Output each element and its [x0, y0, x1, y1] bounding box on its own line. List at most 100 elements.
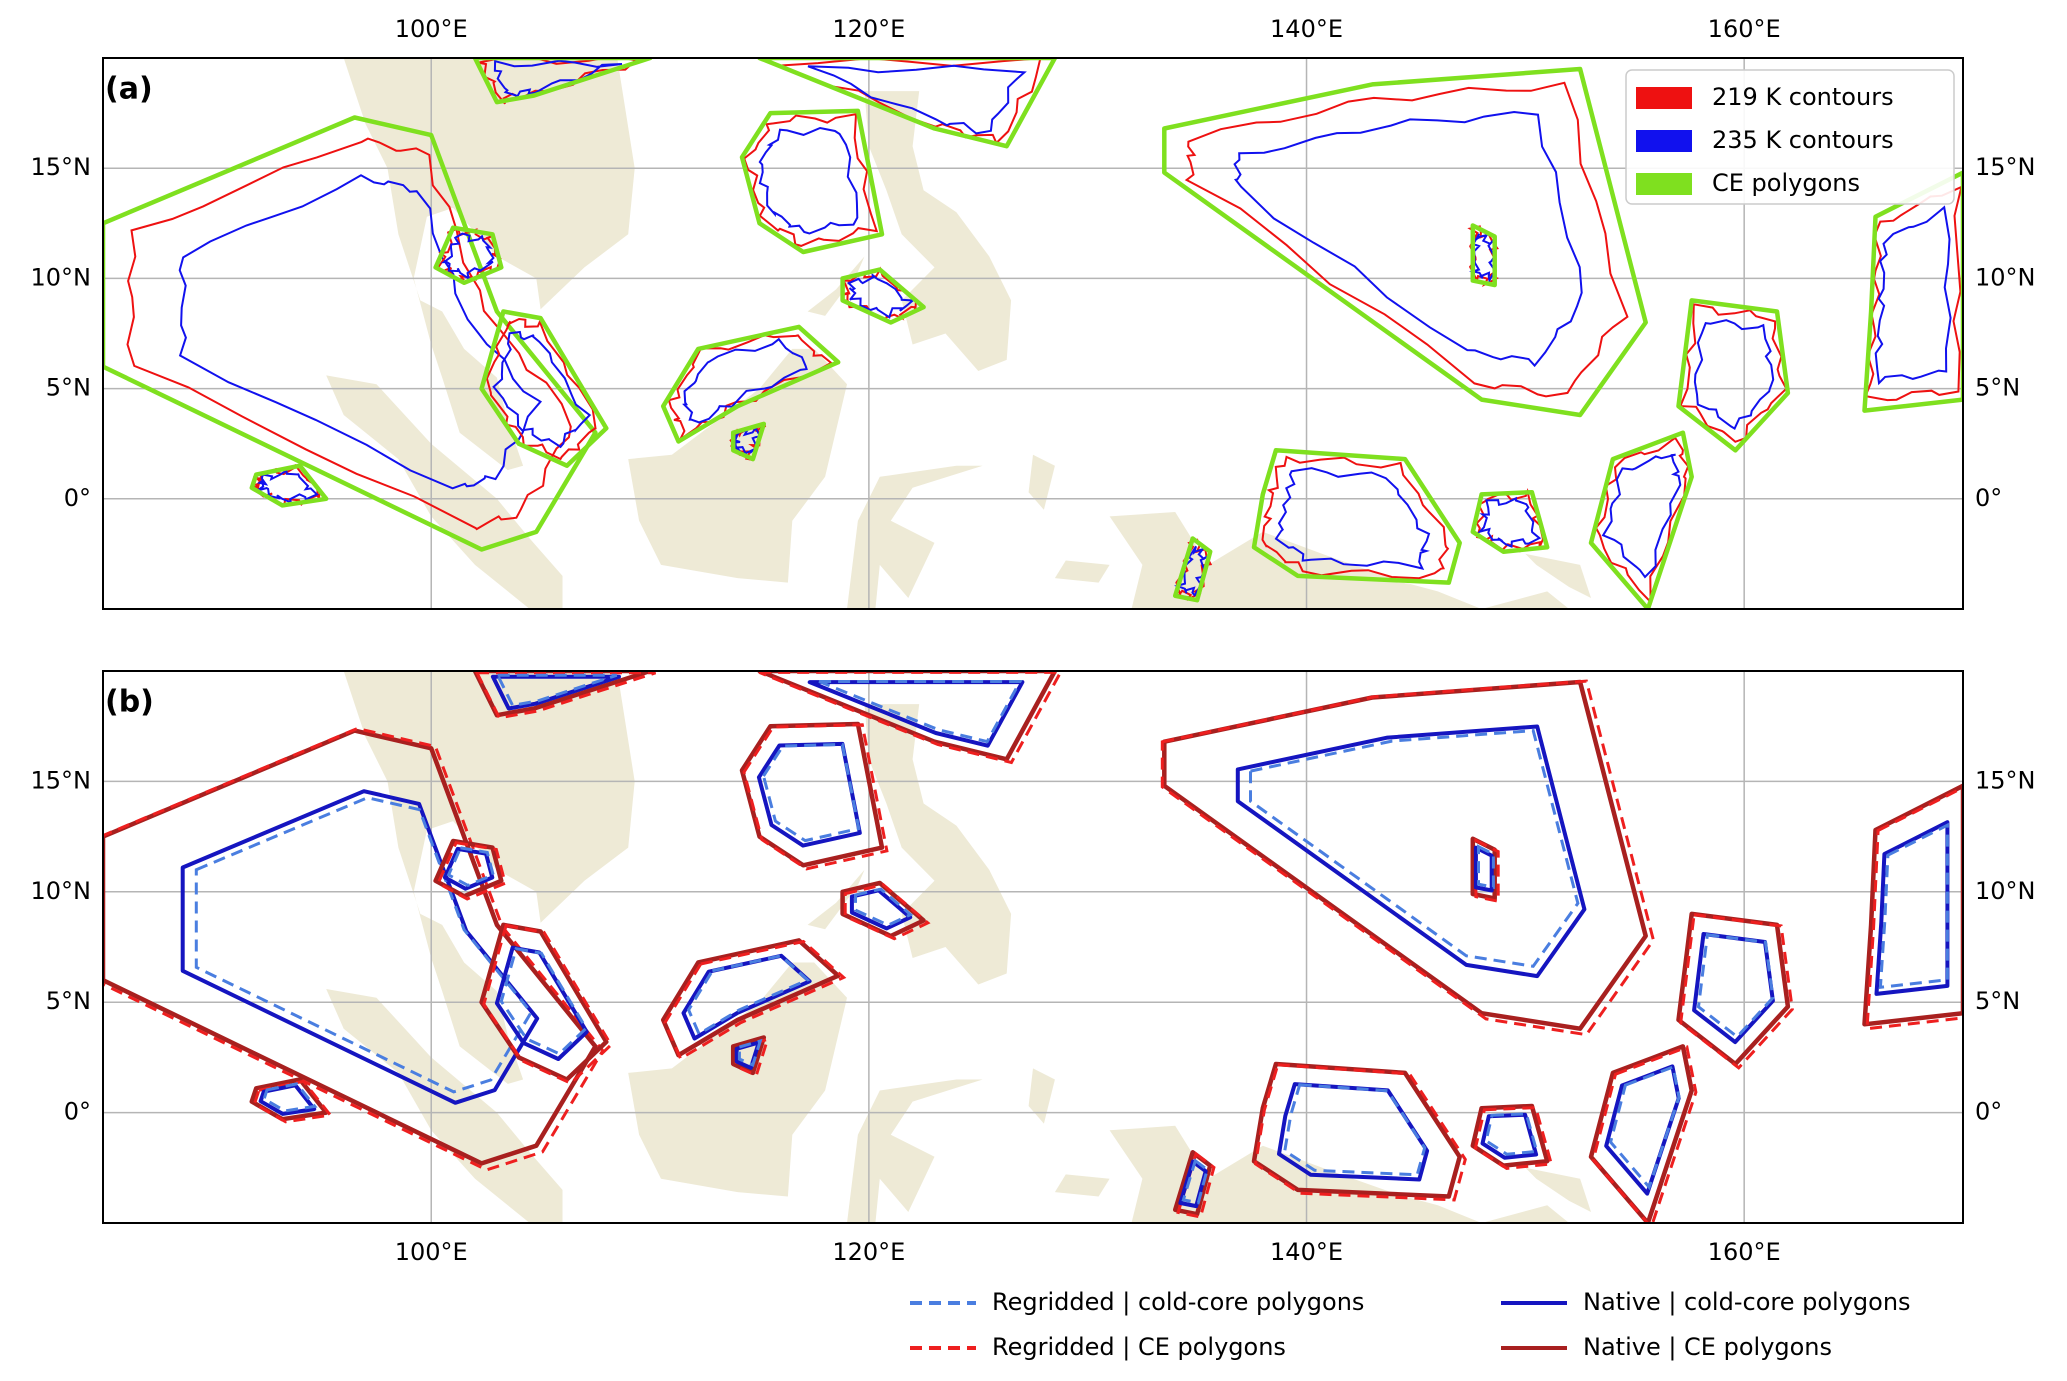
- ce-polygon: [840, 267, 926, 325]
- native-cold-core-polygon: [807, 680, 1025, 748]
- regridded-cold-core-polygon: [495, 673, 618, 708]
- land: [864, 91, 1012, 371]
- land: [628, 348, 847, 583]
- regridded-ce-polygon: [1253, 1063, 1467, 1202]
- regridded-cold-core-polygon: [262, 1082, 318, 1113]
- legend-label: 219 K contours: [1712, 83, 1894, 111]
- legend-label: Native | cold-core polygons: [1583, 1288, 1911, 1316]
- lat-tick-label: 5°N: [1975, 374, 2020, 402]
- lat-tick-label: 15°N: [31, 153, 92, 181]
- regridded-cold-core-polygon: [1283, 1083, 1427, 1177]
- legend-swatch: [1636, 130, 1692, 152]
- ce-polygon: [103, 115, 598, 552]
- native-cold-core-polygon: [681, 953, 812, 1041]
- ce-polygon: [479, 309, 609, 468]
- land: [628, 962, 847, 1197]
- lat-tick-label: 10°N: [1975, 877, 2036, 905]
- contour-235k: [1874, 205, 1952, 386]
- ce-polygon: [1588, 430, 1694, 609]
- native-ce-polygon: [1162, 679, 1648, 1031]
- land: [807, 256, 865, 316]
- regridded-ce-polygon: [474, 671, 657, 720]
- land: [1525, 1167, 1591, 1212]
- ce-polygon: [1172, 536, 1213, 603]
- legend-swatch: [1636, 173, 1692, 195]
- ce-polygon: [1251, 448, 1462, 585]
- panel-label: (a): [105, 72, 153, 107]
- native-ce-polygon: [1676, 911, 1791, 1067]
- regridded-cold-core-polygon: [1608, 1064, 1681, 1191]
- land: [1525, 553, 1591, 598]
- lon-tick-label: 100°E: [395, 15, 468, 43]
- native-cold-core-polygon: [1235, 724, 1587, 979]
- native-ce-polygon: [1470, 836, 1497, 901]
- regridded-cold-core-polygon: [1477, 844, 1495, 890]
- native-ce-polygon: [730, 1035, 767, 1076]
- regridded-cold-core-polygon: [1484, 1112, 1539, 1156]
- ce-polygon: [433, 225, 504, 286]
- contour-219k: [1261, 455, 1450, 580]
- ce-polygon: [249, 463, 329, 508]
- land: [1405, 582, 1570, 609]
- regridded-cold-core-polygon: [818, 680, 1023, 744]
- native-ce-polygon: [739, 721, 885, 868]
- native-cold-core-polygon: [1874, 820, 1950, 996]
- regridded-ce-polygon: [103, 726, 605, 1172]
- native-ce-polygon: [1251, 1061, 1462, 1199]
- land: [1054, 1174, 1110, 1197]
- regridded-cold-core-polygon: [1696, 933, 1775, 1039]
- land: [326, 989, 563, 1223]
- lon-tick-label: 140°E: [1270, 1238, 1343, 1266]
- contour-219k: [478, 58, 638, 105]
- regridded-ce-polygon: [252, 1079, 334, 1124]
- land: [326, 375, 563, 609]
- contour-219k: [743, 112, 879, 247]
- lat-tick-label: 5°N: [46, 374, 91, 402]
- contour-219k: [485, 317, 597, 461]
- native-cold-core-polygon: [1178, 1159, 1208, 1209]
- regridded-cold-core-polygon: [194, 796, 533, 1094]
- legend-label: 235 K contours: [1712, 126, 1894, 154]
- legend-label: CE polygons: [1712, 169, 1860, 197]
- land: [343, 671, 635, 1084]
- lat-tick-label: 15°N: [1975, 766, 2036, 794]
- panel-label: (b): [105, 685, 154, 720]
- regridded-ce-polygon: [1679, 912, 1794, 1070]
- legend-swatch: [1636, 87, 1692, 109]
- lat-tick-label: 15°N: [31, 766, 92, 794]
- legend-label: Regridded | CE polygons: [992, 1333, 1286, 1361]
- native-ce-polygon: [103, 728, 598, 1166]
- legend-label: Native | CE polygons: [1583, 1333, 1832, 1361]
- contour-235k: [1174, 545, 1209, 597]
- regridded-ce-polygon: [1591, 1045, 1698, 1223]
- native-cold-core-polygon: [756, 741, 862, 848]
- regridded-ce-polygon: [482, 923, 613, 1085]
- contour-219k: [126, 137, 572, 531]
- regridded-cold-core-polygon: [446, 846, 495, 888]
- lon-tick-label: 100°E: [395, 1238, 468, 1266]
- lat-tick-label: 0°: [1975, 484, 2002, 512]
- lon-tick-label: 120°E: [832, 1238, 905, 1266]
- regridded-ce-polygon: [843, 883, 931, 941]
- land: [1054, 560, 1110, 583]
- contour-235k: [178, 174, 543, 490]
- lat-tick-label: 10°N: [31, 263, 92, 291]
- native-cold-core-polygon: [1473, 845, 1494, 893]
- lon-tick-label: 120°E: [832, 15, 905, 43]
- lat-tick-label: 10°N: [1975, 263, 2036, 291]
- contour-235k: [1601, 453, 1682, 579]
- land: [343, 58, 635, 471]
- native-ce-polygon: [660, 938, 841, 1058]
- contour-235k: [440, 232, 495, 281]
- legend: 219 K contours 235 K contours CE polygons: [1625, 69, 1955, 205]
- ce-polygon: [660, 324, 841, 444]
- lat-tick-label: 5°N: [1975, 987, 2020, 1015]
- native-cold-core-polygon: [180, 789, 540, 1105]
- native-ce-polygon: [479, 922, 609, 1082]
- land: [847, 1079, 983, 1223]
- land: [864, 704, 1012, 985]
- contour-235k: [846, 272, 916, 319]
- native-cold-core-polygon: [734, 1040, 761, 1070]
- lon-tick-label: 160°E: [1708, 15, 1781, 43]
- contour-219k: [436, 227, 502, 281]
